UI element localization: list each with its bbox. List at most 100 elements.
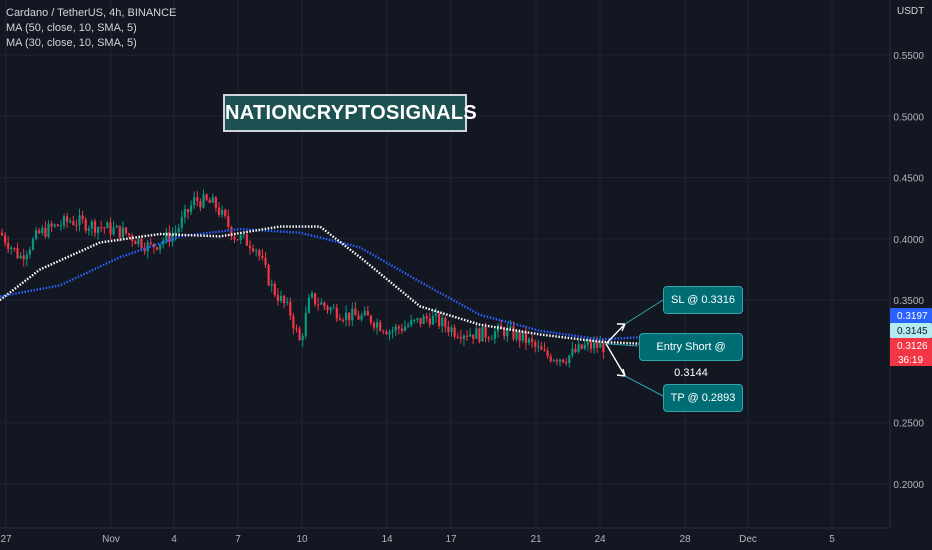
candle-up [441,317,444,327]
legend-ma-30[interactable]: MA (30, close, 10, SMA, 5) [6,37,137,49]
candle-down [534,342,537,347]
candle-down [314,293,317,305]
candle-up [193,197,196,206]
candle-up [376,322,379,328]
legend-symbol[interactable]: Cardano / TetherUS, 4h, BINANCE [6,7,177,19]
y-tick-label: 0.3500 [893,296,924,307]
watermark-logo: NATIONCRYPTOSIGNALS [223,94,477,132]
candle-up [190,205,193,213]
candle-down [292,315,295,329]
candle-down [397,326,400,329]
candle-up [112,227,115,235]
candle-down [44,227,47,237]
candle-up [301,336,304,341]
candle-up [62,216,66,226]
candle-up [165,231,168,241]
candle-down [372,322,376,328]
candle-down [93,221,97,233]
candle-up [506,327,509,337]
candle-down [168,231,171,242]
candle-up [180,217,183,228]
candle-down [267,264,270,286]
candle-up [403,326,407,331]
candle-down [7,242,10,249]
candle-up [211,197,214,203]
candle-up [577,344,580,352]
candle-down [103,227,106,229]
candle-down [131,235,134,241]
tp-arrow [605,343,626,377]
candle-down [444,317,447,327]
tp-callout[interactable]: TP @ 0.2893 [663,384,743,412]
candle-up [434,313,438,316]
candle-up [97,227,100,233]
candle-up [35,230,38,239]
candle-down [273,283,276,295]
candle-down [149,242,152,244]
candle-up [493,331,496,339]
candle-down [456,336,459,338]
sl-callout[interactable]: SL @ 0.3316 [663,286,743,314]
candle-up [310,293,314,298]
candle-up [394,326,397,331]
candle-up [413,319,416,321]
candle-up [416,318,419,320]
candle-down [152,243,155,248]
candle-down [264,257,267,265]
entry-callout[interactable]: Entry Short @ 0.3144 [639,333,743,379]
candle-up [527,338,531,343]
candle-down [227,215,230,227]
candle-down [419,318,422,324]
sl-connector [624,299,664,325]
price-tag-label: 0.3197 [897,311,928,322]
candle-down [425,316,428,319]
candle-up [183,209,186,218]
candle-up [537,346,540,348]
x-tick-label: 7 [235,534,241,545]
candle-down [0,232,4,236]
y-tick-label: 0.2000 [893,480,924,491]
candle-down [233,236,236,240]
candle-down [531,338,534,343]
price-tag-label: 0.3126 [897,341,928,352]
candle-down [298,328,301,341]
y-tick-label: 0.2500 [893,419,924,430]
price-tag-ma1 [890,308,932,323]
candle-up [521,331,524,341]
candle-down [81,215,84,220]
candle-down [196,197,199,202]
candle-down [487,337,490,339]
candle-down [214,197,217,208]
countdown-label: 36:19 [898,355,923,366]
candle-up [121,227,124,238]
currency-label: USDT [897,6,925,17]
candle-down [317,304,320,306]
candle-down [217,207,221,215]
candle-up [329,307,332,311]
legend-ma-50[interactable]: MA (50, close, 10, SMA, 5) [6,22,137,34]
candle-down [205,194,208,200]
tp-connector [624,375,664,397]
candle-down [565,362,568,364]
candle-up [583,344,586,349]
candle-down [323,302,326,307]
chart-legend: Cardano / TetherUS, 4h, BINANCE MA (50, … [6,6,176,51]
candle-up [87,228,90,231]
candle-down [348,312,351,321]
candle-down [589,342,593,349]
candle-up [31,238,35,250]
ma-30-line [0,225,641,345]
candle-down [385,331,388,335]
candle-down [484,326,487,338]
candle-down [100,227,103,229]
candle-up [19,255,22,259]
candle-up [90,221,93,229]
candle-up [568,355,571,364]
candle-up [360,315,363,320]
candle-down [38,230,41,234]
candle-down [354,308,357,316]
candle-up [159,244,162,250]
candle-down [366,311,369,316]
x-tick-label: Dec [739,534,757,545]
